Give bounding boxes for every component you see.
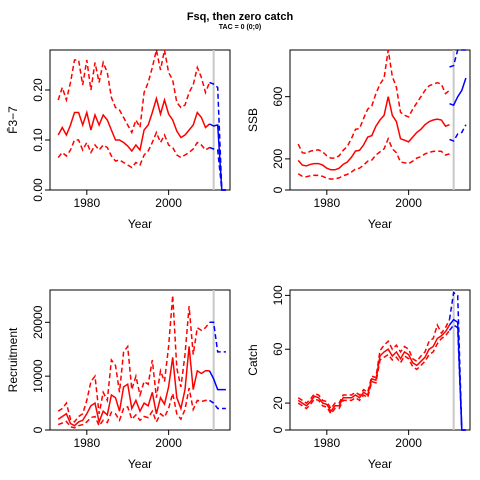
fbar-ytick-label: 0.10: [31, 128, 45, 152]
catch-ytick-label: 100: [271, 285, 285, 305]
recruitment-series-lower: [57, 387, 210, 429]
ssb-series-median: [297, 96, 450, 171]
figure-title: Fsq, then zero catch: [186, 11, 294, 23]
catch-xtick-label: 1980: [313, 436, 340, 450]
ssb-series-lower: [297, 136, 450, 180]
catch-series-projection-upper: [448, 291, 466, 431]
fbar-ytick-label: 0.20: [31, 78, 45, 102]
figure-subtitle: TAC = 0 (0;0): [218, 24, 262, 31]
fbar-plot-frame: [49, 49, 231, 191]
catch-ytick-label: 20: [271, 396, 285, 410]
ssb-ytick-label: 0: [271, 186, 285, 193]
ssb-plot-frame: [289, 49, 471, 191]
catch-xtick-label: 2000: [395, 436, 422, 450]
recruitment-xlabel: Year: [128, 457, 152, 471]
recruitment-ytick-label: 10000: [31, 359, 45, 393]
ssb-xlabel: Year: [368, 217, 392, 231]
catch-series-projection-lower: [448, 323, 466, 431]
ssb-ytick-label: 200: [271, 149, 285, 169]
recruitment-ylabel: Recruitment: [6, 327, 20, 392]
recruitment-series-projection-upper: [209, 321, 226, 353]
catch-xlabel: Year: [368, 457, 392, 471]
fbar-series-median: [57, 95, 210, 153]
recruitment-plot-frame: [49, 289, 231, 431]
fbar-series-projection-lower: [209, 146, 226, 191]
ssb-series-projection-upper: [449, 49, 466, 68]
recruitment-series-median: [57, 346, 210, 427]
recruitment-ytick-label: 20000: [31, 305, 45, 339]
catch-series-median: [297, 324, 451, 413]
fbar-xtick-label: 1980: [73, 196, 100, 210]
recruitment-series-projection-lower: [209, 399, 226, 410]
catch-ylabel: Catch: [246, 344, 260, 375]
fbar-ylabel: F̄3−7: [6, 106, 20, 134]
ssb-series-projection-median: [449, 77, 467, 107]
fbar-series-lower: [57, 130, 210, 169]
fbar-xtick-label: 2000: [155, 196, 182, 210]
ssb-xtick-label: 1980: [313, 196, 340, 210]
fbar-xlabel: Year: [128, 217, 152, 231]
ssb-series-projection-lower: [449, 124, 467, 142]
fbar-series-projection-median: [209, 123, 226, 191]
recruitment-series-projection-median: [208, 370, 226, 391]
ssb-ytick-label: 600: [271, 86, 285, 106]
catch-series-upper: [297, 319, 451, 410]
fbar-series-upper: [57, 49, 211, 135]
catch-ytick-label: 0: [271, 426, 285, 433]
catch-ytick-label: 60: [271, 342, 285, 356]
recruitment-ytick-label: 0: [31, 426, 45, 433]
ssb-series-upper: [297, 49, 450, 159]
ssb-ylabel: SSB: [246, 108, 260, 132]
recruitment-xtick-label: 2000: [155, 436, 182, 450]
recruitment-xtick-label: 1980: [73, 436, 100, 450]
catch-series-lower: [297, 329, 451, 416]
catch-plot-frame: [289, 289, 471, 431]
ssb-xtick-label: 2000: [395, 196, 422, 210]
fbar-ytick-label: 0.00: [31, 178, 45, 202]
